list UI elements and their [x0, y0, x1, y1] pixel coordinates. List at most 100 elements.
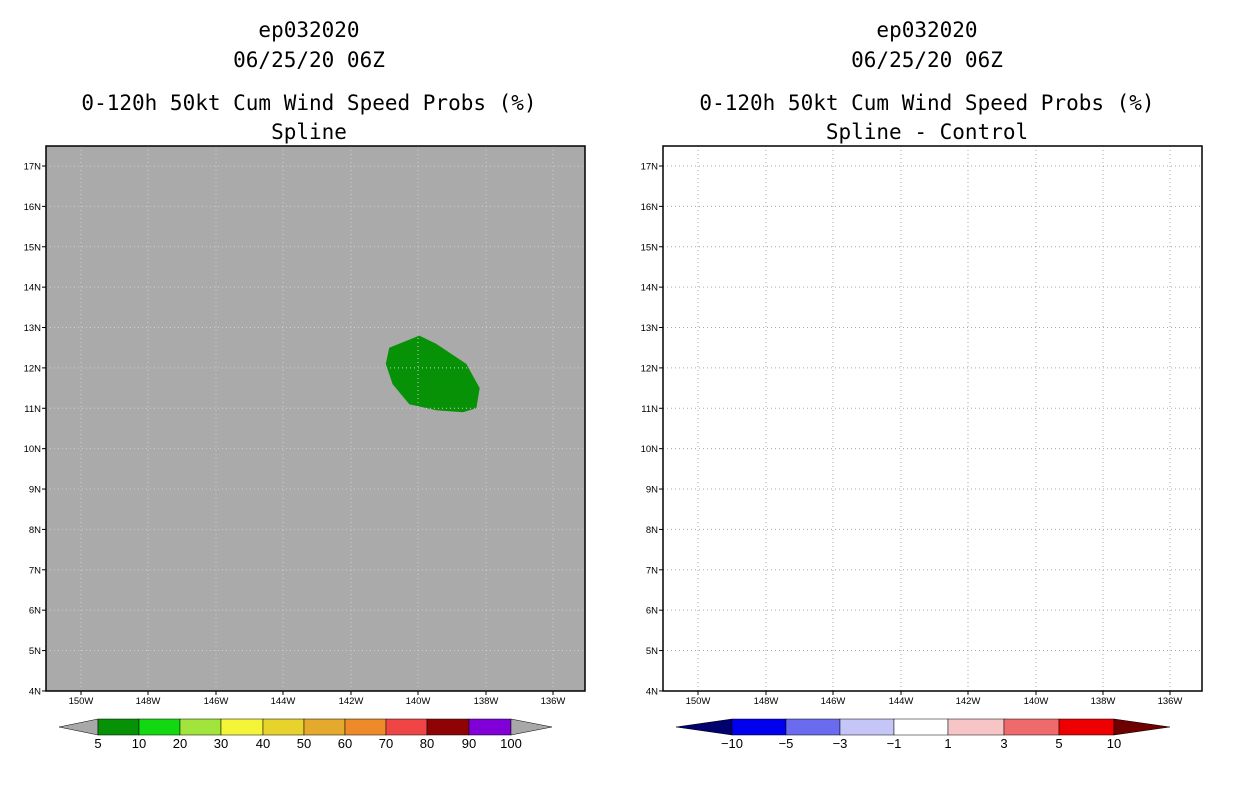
colorbar-label: −10: [721, 736, 743, 751]
datetime-title: 06/25/20 06Z: [233, 48, 385, 72]
right-map-panel: ep032020 06/25/20 06Z 0-120h 50kt Cum Wi…: [618, 0, 1236, 800]
map-background: [663, 146, 1202, 691]
colorbar-segment: [179, 718, 222, 736]
product-title: 0-120h 50kt Cum Wind Speed Probs (%): [81, 91, 537, 115]
colorbar-label: 5: [1055, 736, 1062, 751]
colorbar-label: 3: [1000, 736, 1007, 751]
lat-tick-label: 4N: [29, 686, 41, 697]
colorbar-segment: [839, 718, 895, 736]
lat-tick-label: 15N: [641, 242, 659, 253]
colorbar-segment: [344, 718, 387, 736]
lat-tick-label: 7N: [29, 565, 41, 576]
colorbar-right-arrow: [510, 718, 553, 736]
lon-tick-label: 136W: [1158, 696, 1183, 707]
lon-tick-label: 150W: [686, 696, 711, 707]
colorbar-label: −5: [779, 736, 794, 751]
lat-tick-label: 17N: [24, 162, 42, 173]
colorbar-segment: [385, 718, 428, 736]
colorbar-label: 10: [132, 736, 146, 751]
colorbar-label: 5: [94, 736, 101, 751]
lon-tick-label: 140W: [406, 696, 431, 707]
left-map-panel: ep032020 06/25/20 06Z 0-120h 50kt Cum Wi…: [24, 18, 586, 751]
colorbar-label: 1: [944, 736, 951, 751]
colorbar-segment: [220, 718, 264, 736]
colorbar-segment: [262, 718, 305, 736]
colorbar-segment: [947, 718, 1005, 736]
colorbar-left-arrow: [58, 718, 99, 736]
colorbar-label: 20: [173, 736, 187, 751]
lat-tick-label: 6N: [646, 606, 658, 617]
lon-tick-label: 148W: [136, 696, 161, 707]
lat-tick-label: 16N: [24, 202, 42, 213]
colorbar-label: 10: [1107, 736, 1121, 751]
colorbar-label: 30: [214, 736, 228, 751]
lat-tick-label: 16N: [641, 202, 659, 213]
map-frame: [662, 145, 1203, 692]
lon-tick-label: 148W: [754, 696, 779, 707]
map-background: [46, 146, 585, 691]
lon-tick-label: 138W: [1091, 696, 1116, 707]
colorbar-segment: [138, 718, 181, 736]
lat-tick-label: 14N: [24, 283, 42, 294]
lon-tick-label: 136W: [541, 696, 566, 707]
colorbar-segment: [97, 718, 140, 736]
lat-tick-label: 9N: [646, 485, 658, 496]
lon-tick-label: 138W: [474, 696, 499, 707]
colorbar-label: 90: [462, 736, 476, 751]
lon-tick-label: 142W: [339, 696, 364, 707]
lon-tick-label: 144W: [889, 696, 914, 707]
colorbar-label: 70: [379, 736, 393, 751]
lon-tick-label: 150W: [69, 696, 94, 707]
lat-tick-label: 17N: [641, 162, 659, 173]
lat-tick-label: 12N: [24, 363, 42, 374]
colorbar-segment: [468, 718, 512, 736]
lat-tick-label: 4N: [646, 686, 658, 697]
product-title: 0-120h 50kt Cum Wind Speed Probs (%): [699, 91, 1155, 115]
colorbar-label: 50: [297, 736, 311, 751]
left-map-svg: 17N 16N 15N 14N 13N 12N 11N 10N 9N 8N 7N 6N 5N 4N 150W…: [24, 145, 586, 751]
lat-tick-label: 10N: [24, 444, 42, 455]
lat-tick-label: 6N: [29, 606, 41, 617]
lat-tick-label: 15N: [24, 242, 42, 253]
colorbar-right-arrow: [1113, 718, 1171, 736]
lat-tick-label: 8N: [646, 525, 658, 536]
colorbar-segment: [1003, 718, 1060, 736]
storm-id-title: ep032020: [258, 18, 360, 42]
colorbar-label: 40: [256, 736, 270, 751]
colorbar-segment: [893, 718, 949, 736]
colorbar-label: 80: [420, 736, 434, 751]
colorbar-segment: [785, 718, 841, 736]
method-title: Spline: [271, 120, 347, 144]
lat-tick-label: 8N: [29, 525, 41, 536]
lat-tick-label: 12N: [641, 363, 659, 374]
storm-id-title: ep032020: [876, 18, 978, 42]
lat-tick-label: 9N: [29, 485, 41, 496]
lat-tick-label: 13N: [24, 323, 42, 334]
colorbar-segment: [1058, 718, 1115, 736]
lon-tick-label: 146W: [204, 696, 229, 707]
lat-tick-label: 11N: [641, 404, 658, 415]
colorbar-label: 100: [500, 736, 522, 751]
colorbar-segment: [303, 718, 346, 736]
lon-tick-label: 144W: [271, 696, 296, 707]
probability-region: [385, 335, 480, 413]
lat-tick-label: 14N: [641, 283, 659, 294]
lat-tick-label: 5N: [646, 646, 658, 657]
colorbar-segment: [426, 718, 470, 736]
lon-tick-label: 146W: [821, 696, 846, 707]
lon-tick-label: 140W: [1024, 696, 1049, 707]
colorbar-segment: [731, 718, 787, 736]
datetime-title: 06/25/20 06Z: [851, 48, 1003, 72]
lat-tick-label: 5N: [29, 646, 41, 657]
lat-tick-label: 10N: [641, 444, 659, 455]
colorbar-label: 60: [338, 736, 352, 751]
colorbar-label: −3: [833, 736, 848, 751]
lat-tick-label: 11N: [24, 404, 41, 415]
lat-tick-label: 13N: [641, 323, 659, 334]
map-frame: [45, 145, 586, 692]
right-map-svg: 17N 16N 15N 14N 13N 12N 11N 10N 9N 8N 7N 6N 5N 4N 150W…: [641, 145, 1203, 751]
method-title: Spline - Control: [825, 120, 1029, 144]
lon-tick-label: 142W: [956, 696, 981, 707]
colorbar-label: −1: [887, 736, 902, 751]
colorbar-left-arrow: [675, 718, 733, 736]
